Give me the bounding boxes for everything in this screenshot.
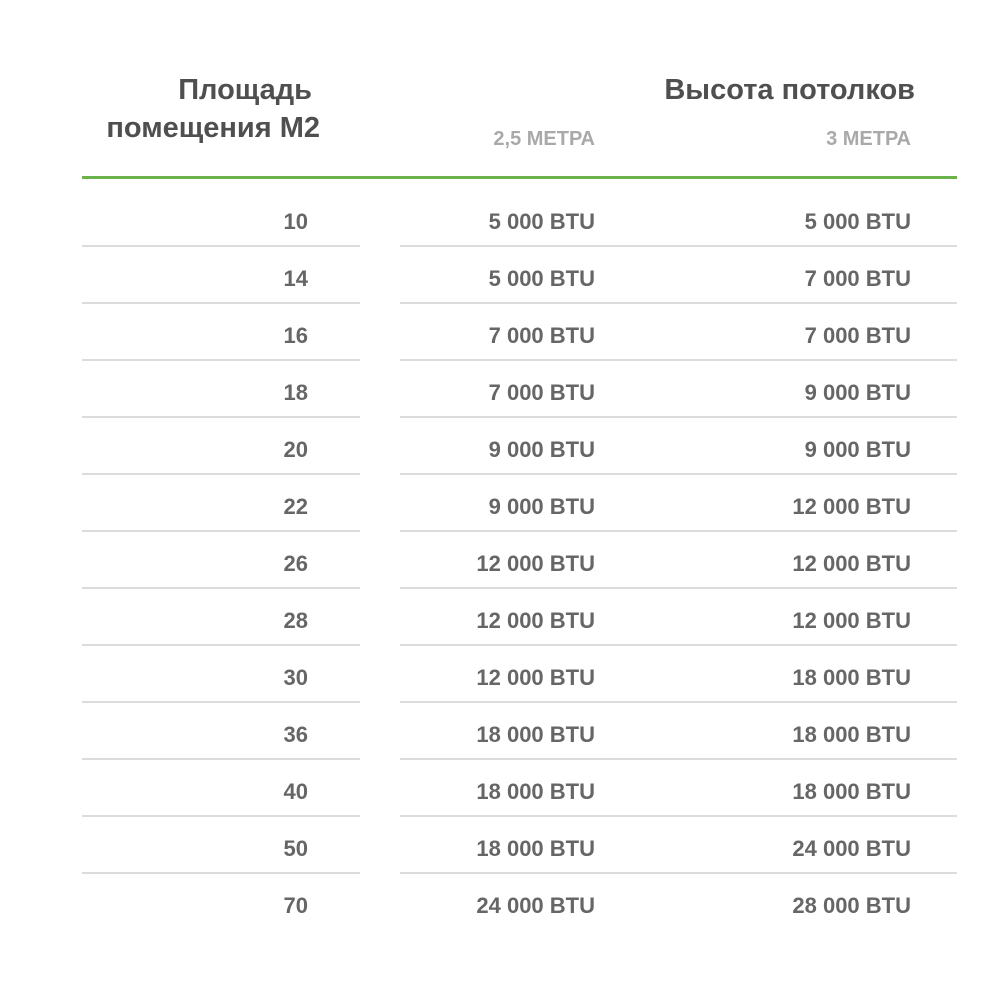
area-title: Площадь [178, 74, 312, 106]
row-divider [82, 644, 360, 646]
area-cell: 36 [283, 722, 308, 747]
btu-cell: 28 000 BTU [792, 893, 911, 918]
row-divider [82, 530, 360, 532]
row-divider [400, 644, 957, 646]
btu-cell: 9 000 BTU [804, 437, 911, 462]
area-cell: 28 [283, 608, 308, 633]
area-cell: 18 [283, 380, 308, 405]
column-header: 3 МЕТРА [826, 128, 911, 150]
row-divider [82, 872, 360, 874]
btu-cell: 12 000 BTU [476, 608, 595, 633]
row-divider [400, 587, 957, 589]
row-divider [400, 245, 957, 247]
row-divider [400, 416, 957, 418]
area-cell: 26 [283, 551, 308, 576]
btu-cell: 9 000 BTU [488, 494, 595, 519]
area-cell: 22 [283, 494, 308, 519]
area-cell: 14 [283, 266, 308, 291]
area-title: помещения М2 [106, 112, 320, 144]
area-cell: 70 [283, 893, 308, 918]
btu-cell: 18 000 BTU [792, 665, 911, 690]
row-divider [82, 416, 360, 418]
btu-cell: 9 000 BTU [804, 380, 911, 405]
btu-cell: 18 000 BTU [792, 779, 911, 804]
row-divider [82, 587, 360, 589]
row-divider [82, 473, 360, 475]
row-divider [400, 872, 957, 874]
btu-cell: 18 000 BTU [476, 779, 595, 804]
btu-cell: 7 000 BTU [488, 323, 595, 348]
area-cell: 40 [283, 779, 308, 804]
row-divider [82, 302, 360, 304]
row-divider [400, 701, 957, 703]
height-title: Высота потолков [664, 74, 915, 106]
btu-cell: 7 000 BTU [804, 323, 911, 348]
area-cell: 30 [283, 665, 308, 690]
btu-cell: 24 000 BTU [476, 893, 595, 918]
area-cell: 50 [283, 836, 308, 861]
row-divider [82, 815, 360, 817]
row-divider [82, 758, 360, 760]
btu-cell: 12 000 BTU [476, 665, 595, 690]
btu-cell: 5 000 BTU [488, 209, 595, 234]
btu-cell: 12 000 BTU [792, 494, 911, 519]
btu-cell: 12 000 BTU [792, 608, 911, 633]
area-cell: 10 [283, 209, 308, 234]
row-divider [400, 815, 957, 817]
btu-cell: 5 000 BTU [488, 266, 595, 291]
row-divider [82, 245, 360, 247]
area-cell: 20 [283, 437, 308, 462]
btu-cell: 5 000 BTU [804, 209, 911, 234]
row-divider [82, 701, 360, 703]
btu-cell: 18 000 BTU [476, 836, 595, 861]
area-cell: 16 [283, 323, 308, 348]
btu-cell: 7 000 BTU [804, 266, 911, 291]
btu-cell: 12 000 BTU [792, 551, 911, 576]
row-divider [400, 758, 957, 760]
btu-cell: 12 000 BTU [476, 551, 595, 576]
header-divider [82, 176, 957, 179]
row-divider [400, 473, 957, 475]
btu-cell: 7 000 BTU [488, 380, 595, 405]
row-divider [400, 359, 957, 361]
btu-cell: 24 000 BTU [792, 836, 911, 861]
row-divider [400, 302, 957, 304]
column-header: 2,5 МЕТРА [493, 128, 595, 150]
row-divider [400, 530, 957, 532]
btu-cell: 9 000 BTU [488, 437, 595, 462]
btu-cell: 18 000 BTU [792, 722, 911, 747]
btu-cell: 18 000 BTU [476, 722, 595, 747]
row-divider [82, 359, 360, 361]
